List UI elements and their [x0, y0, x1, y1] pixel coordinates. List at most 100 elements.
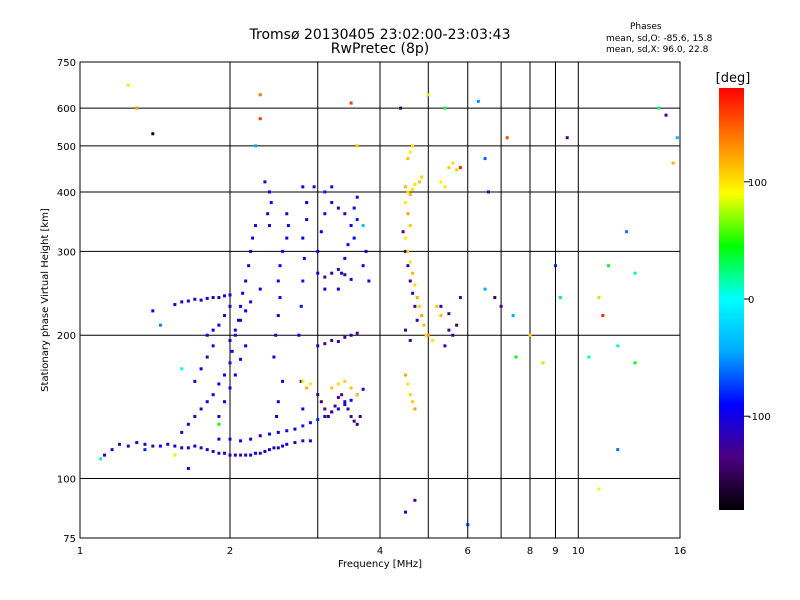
- data-point: [199, 407, 203, 411]
- data-point: [205, 400, 209, 404]
- data-point: [316, 393, 320, 397]
- data-point: [158, 444, 162, 448]
- data-point: [455, 168, 459, 172]
- data-point: [361, 264, 365, 268]
- phases-stats-x: mean, sd,X: 96.0, 22.8: [606, 45, 709, 55]
- data-point: [244, 279, 248, 283]
- data-point: [193, 414, 197, 418]
- data-point: [117, 442, 121, 446]
- data-point: [272, 355, 276, 359]
- data-point: [415, 318, 419, 322]
- data-point: [217, 437, 221, 441]
- data-point: [336, 340, 340, 344]
- data-point: [343, 403, 347, 407]
- data-point: [293, 427, 297, 431]
- data-point: [439, 304, 443, 308]
- grid-lines: [80, 62, 680, 538]
- data-point: [186, 446, 190, 450]
- data-point: [408, 338, 412, 342]
- data-point: [302, 256, 306, 260]
- data-point: [330, 185, 334, 189]
- data-point: [411, 271, 415, 275]
- data-point: [173, 444, 177, 448]
- data-point: [211, 449, 215, 453]
- data-point: [293, 441, 297, 445]
- data-point: [558, 296, 562, 300]
- data-point: [316, 249, 320, 253]
- data-point: [323, 342, 327, 346]
- data-point: [455, 323, 459, 327]
- data-point: [333, 404, 337, 408]
- data-point: [355, 195, 359, 199]
- data-point: [399, 106, 403, 110]
- data-point: [258, 451, 262, 455]
- data-point: [285, 442, 289, 446]
- data-point: [244, 453, 248, 457]
- data-point: [305, 386, 309, 390]
- data-point: [180, 367, 184, 371]
- data-point: [230, 349, 234, 353]
- data-point: [633, 361, 637, 365]
- data-point: [336, 382, 340, 386]
- data-point: [664, 113, 668, 117]
- x-tick-label: 6: [465, 546, 471, 557]
- data-point: [587, 355, 591, 359]
- data-point: [223, 314, 227, 318]
- data-point: [211, 344, 215, 348]
- data-point: [343, 256, 347, 260]
- data-point: [205, 296, 209, 300]
- x-tick-label: 4: [377, 546, 383, 557]
- data-point: [285, 212, 289, 216]
- data-point: [417, 180, 421, 184]
- data-point: [253, 451, 257, 455]
- data-point: [151, 132, 155, 136]
- data-point: [301, 379, 305, 383]
- data-point: [276, 430, 280, 434]
- data-point: [297, 333, 301, 337]
- data-point: [173, 453, 177, 457]
- data-point: [346, 243, 350, 247]
- data-point: [403, 249, 407, 253]
- data-point: [276, 314, 280, 318]
- x-tick-label: 1: [77, 546, 83, 557]
- data-point: [258, 287, 262, 291]
- data-point: [451, 161, 455, 165]
- colorbar-tick-label: 0: [748, 295, 754, 306]
- data-point: [420, 314, 424, 318]
- data-point: [483, 157, 487, 161]
- data-point: [343, 335, 347, 339]
- data-point: [269, 201, 273, 205]
- data-point: [276, 279, 280, 283]
- data-point: [675, 136, 679, 140]
- data-point: [408, 393, 412, 397]
- data-point: [233, 333, 237, 337]
- data-point: [355, 144, 359, 148]
- data-point: [126, 444, 130, 448]
- data-point: [217, 323, 221, 327]
- data-point: [211, 296, 215, 300]
- data-point: [305, 201, 309, 205]
- data-point: [266, 212, 270, 216]
- data-point: [514, 355, 518, 359]
- data-point: [367, 279, 371, 283]
- data-point: [278, 296, 282, 300]
- data-point: [443, 106, 447, 110]
- data-point: [597, 296, 601, 300]
- data-point: [406, 212, 410, 216]
- data-point: [281, 379, 285, 383]
- data-point: [301, 236, 305, 240]
- data-point: [110, 448, 114, 452]
- data-point: [336, 206, 340, 210]
- data-point: [323, 407, 327, 411]
- colorbar-tick-label: 100: [748, 178, 767, 189]
- data-point: [217, 422, 221, 426]
- data-point: [173, 303, 177, 307]
- data-point: [343, 400, 347, 404]
- data-point: [253, 224, 257, 228]
- data-point: [180, 430, 184, 434]
- data-point: [267, 432, 271, 436]
- data-point: [401, 230, 405, 234]
- y-tick-label: 750: [57, 58, 76, 69]
- y-tick-label: 600: [57, 104, 76, 115]
- data-point: [301, 439, 305, 443]
